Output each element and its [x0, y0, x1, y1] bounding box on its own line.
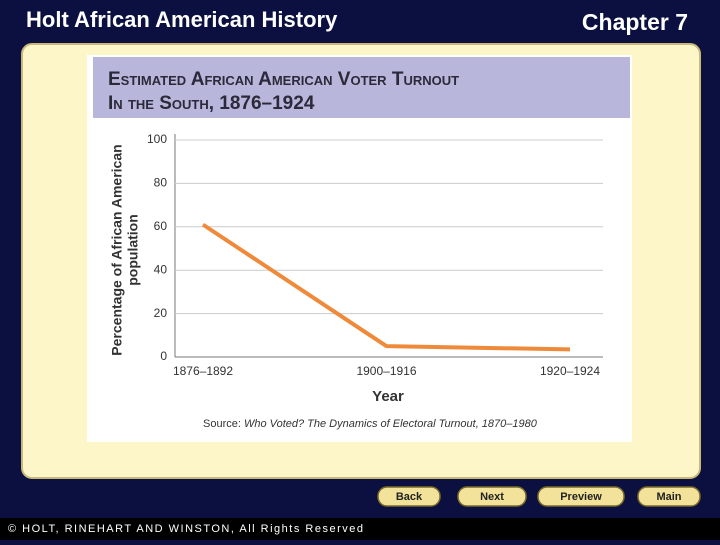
source: Source: Who Voted? The Dynamics of Elect…: [203, 418, 538, 430]
x-tick-label: 1920–1924: [540, 364, 600, 378]
x-axis-label: Year: [372, 388, 404, 405]
footer-bar: [0, 518, 720, 540]
chart-title: Estimated African American Voter Turnout: [108, 69, 459, 90]
nav-button[interactable]: [377, 486, 441, 507]
nav-button-label[interactable]: Next: [480, 491, 504, 503]
y-axis-label: Percentage of African American: [109, 144, 125, 355]
y-tick-label: 100: [147, 132, 167, 146]
chapter: Chapter 7: [582, 9, 688, 35]
y-tick-label: 80: [154, 176, 168, 190]
source-title: Who Voted? The Dynamics of Electoral Tur…: [244, 418, 538, 430]
nav-button-label[interactable]: Main: [656, 491, 681, 503]
nav-button[interactable]: [537, 486, 625, 507]
x-tick-label: 1900–1916: [356, 364, 416, 378]
nav-button[interactable]: [637, 486, 701, 507]
chart-card: [87, 55, 632, 442]
data-line: [201, 222, 571, 352]
y-tick-label: 60: [154, 219, 168, 233]
chart-header: [93, 57, 630, 118]
x-tick-label: 1876–1892: [173, 364, 233, 378]
nav-button-label[interactable]: Preview: [560, 491, 602, 503]
footer: © HOLT, RINEHART AND WINSTON, All Rights…: [8, 523, 364, 535]
source-prefix: Source:: [203, 418, 241, 430]
nav-button[interactable]: [457, 486, 527, 507]
y-tick-label: 0: [160, 349, 167, 363]
plot: 0 20 40 60 80 100 1876–1892 1900–1916 1920–1924: [147, 132, 603, 378]
y-tick-label: 20: [154, 306, 168, 320]
y-tick-label: 40: [154, 262, 168, 276]
header-title: Holt African American History: [26, 7, 338, 32]
y-axis-label: population: [125, 214, 141, 286]
nav-button-label[interactable]: Back: [396, 491, 423, 503]
chart-title: In the South, 1876–1924: [108, 93, 315, 114]
